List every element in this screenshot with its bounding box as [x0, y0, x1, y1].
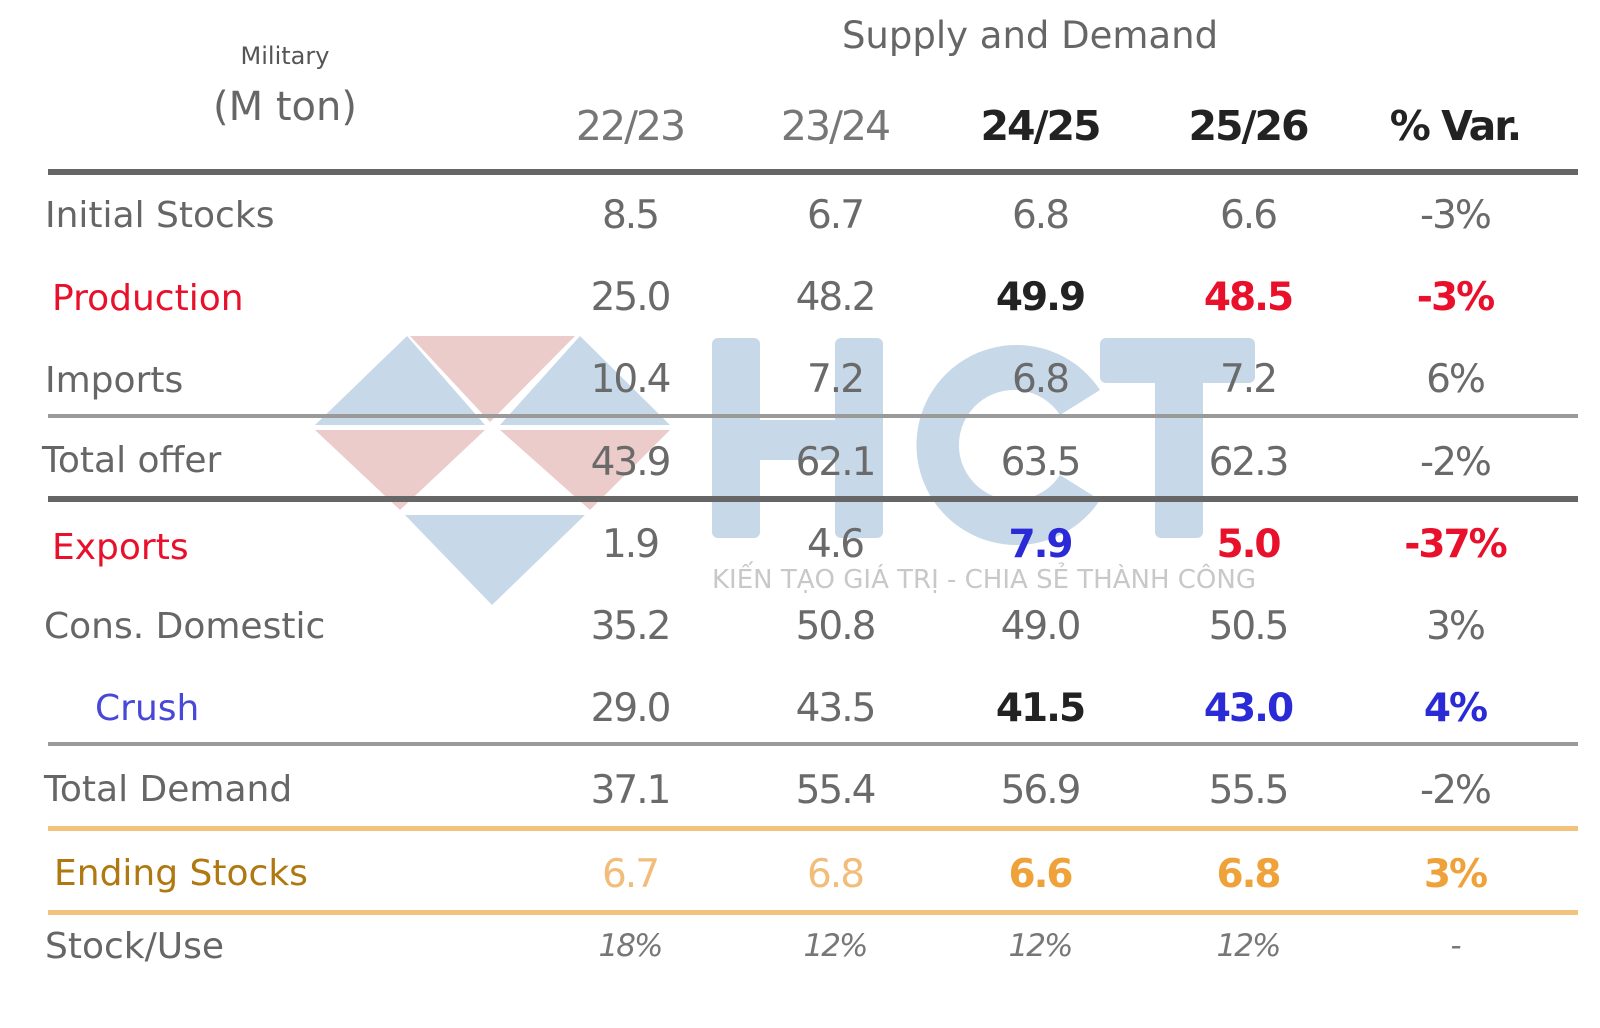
row-label: Initial Stocks [45, 195, 275, 236]
cell: -3% [1416, 275, 1495, 320]
unit-label: (M ton) [213, 84, 357, 130]
column-header: 23/24 [780, 102, 891, 150]
row-label: Stock/Use [45, 926, 225, 967]
cell: 6.6 [1008, 852, 1073, 897]
cell: 8.5 [601, 193, 660, 238]
diamond-logo-icon [315, 336, 670, 605]
row-label: Exports [52, 527, 189, 568]
row-label: Total Demand [44, 769, 293, 810]
hct-letters [712, 338, 1255, 545]
row-divider [48, 496, 1578, 502]
cell: - [1450, 928, 1461, 964]
cell: 43.5 [795, 686, 877, 731]
cell: 41.5 [995, 686, 1086, 731]
cell: -2% [1420, 440, 1492, 485]
row-label: Cons. Domestic [44, 606, 326, 647]
cell: 6.8 [1011, 357, 1070, 402]
row-label: Production [52, 278, 244, 319]
cell: 48.2 [795, 275, 877, 320]
cell: 25.0 [590, 275, 672, 320]
cell: 4.6 [806, 522, 865, 567]
cell: 12% [1008, 928, 1074, 964]
cell: 37.1 [590, 768, 672, 813]
cell: 6.7 [806, 193, 865, 238]
cell: 63.5 [1000, 440, 1082, 485]
cell: 7.9 [1008, 522, 1073, 567]
column-header: 24/25 [980, 102, 1101, 150]
cell: 35.2 [590, 604, 672, 649]
cell: 56.9 [1000, 768, 1082, 813]
cell: 6.8 [1011, 193, 1070, 238]
cell: 3% [1423, 852, 1488, 897]
row-divider [48, 414, 1578, 418]
cell: -2% [1420, 768, 1492, 813]
cell: 62.3 [1208, 440, 1290, 485]
cell: 43.0 [1203, 686, 1294, 731]
cell: 7.2 [806, 357, 865, 402]
cell: 48.5 [1203, 275, 1294, 320]
cell: 12% [1216, 928, 1282, 964]
cell: 6% [1426, 357, 1486, 402]
cell: 6.8 [1216, 852, 1281, 897]
cell: 62.1 [795, 440, 877, 485]
watermark-tagline: KIẾN TẠO GIÁ TRỊ - CHIA SẺ THÀNH CÔNG [712, 565, 1256, 595]
cell: 50.5 [1208, 604, 1290, 649]
cell: 50.8 [795, 604, 877, 649]
cell: 55.5 [1208, 768, 1290, 813]
cell: 49.9 [995, 275, 1086, 320]
cell: 5.0 [1216, 522, 1281, 567]
cell: 6.8 [806, 852, 865, 897]
row-label: Total offer [42, 440, 222, 481]
column-header: % Var. [1389, 102, 1522, 150]
row-divider [48, 910, 1578, 915]
cell: -37% [1404, 522, 1508, 567]
row-divider [48, 742, 1578, 746]
cell: 55.4 [795, 768, 877, 813]
column-header: 22/23 [575, 102, 686, 150]
cell: -3% [1420, 193, 1492, 238]
table-title: Supply and Demand [841, 14, 1219, 57]
row-label: Crush [95, 688, 200, 729]
cell: 3% [1426, 604, 1486, 649]
cell: 43.9 [590, 440, 672, 485]
hct-watermark-logo [315, 336, 1255, 605]
cell: 18% [598, 928, 664, 964]
row-divider [48, 826, 1578, 831]
cell: 1.9 [601, 522, 660, 567]
cell: 6.7 [601, 852, 660, 897]
row-label: Imports [45, 360, 184, 401]
header-divider [48, 169, 1578, 175]
cell: 7.2 [1219, 357, 1278, 402]
column-header: 25/26 [1188, 102, 1309, 150]
cell: 6.6 [1219, 193, 1278, 238]
cell: 12% [803, 928, 869, 964]
cell: 4% [1423, 686, 1488, 731]
cell: 10.4 [590, 357, 672, 402]
row-label: Ending Stocks [54, 853, 308, 894]
cell: 49.0 [1000, 604, 1082, 649]
unit-top-label: Military [240, 42, 330, 70]
cell: 29.0 [590, 686, 672, 731]
